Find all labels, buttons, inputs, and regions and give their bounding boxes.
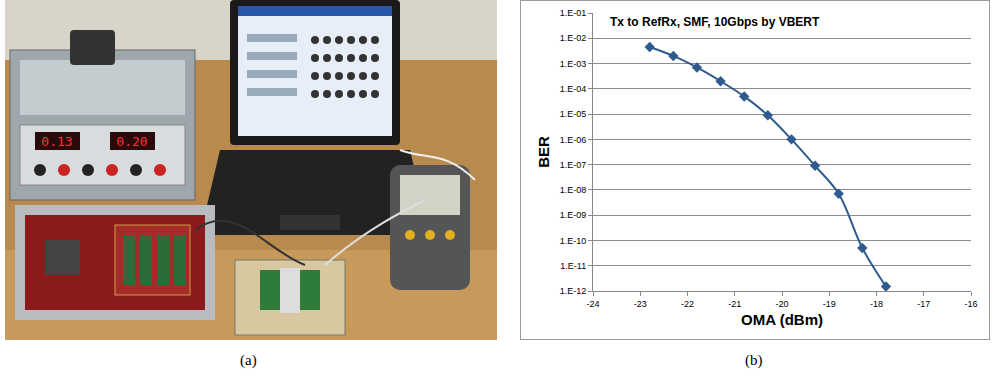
svg-text:1.E-07: 1.E-07	[560, 160, 587, 170]
svg-text:-22: -22	[681, 299, 694, 309]
svg-text:1.E-09: 1.E-09	[560, 210, 587, 220]
html-text:(b): (b)	[745, 352, 763, 368]
html-text:(a): (a)	[240, 352, 257, 368]
svg-text:-16: -16	[964, 299, 977, 309]
svg-text:1.E-01: 1.E-01	[560, 8, 587, 18]
svg-text:-21: -21	[728, 299, 741, 309]
svg-text:1.E-05: 1.E-05	[560, 109, 587, 119]
svg-text:-17: -17	[917, 299, 930, 309]
svg-text:OMA (dBm): OMA (dBm)	[741, 311, 823, 328]
svg-text:-24: -24	[586, 299, 599, 309]
svg-text:1.E-02: 1.E-02	[560, 33, 587, 43]
svg-text:0.20: 0.20	[116, 134, 147, 149]
svg-text:BER: BER	[535, 136, 552, 168]
svg-text:1.E-06: 1.E-06	[560, 135, 587, 145]
svg-text:0.13: 0.13	[41, 134, 72, 149]
svg-text:-23: -23	[634, 299, 647, 309]
svg-text:-18: -18	[870, 299, 883, 309]
svg-text:1.E-11: 1.E-11	[560, 261, 586, 271]
svg-text:Tx to RefRx, SMF, 10Gbps by VB: Tx to RefRx, SMF, 10Gbps by VBERT	[610, 15, 820, 29]
svg-text:-19: -19	[823, 299, 836, 309]
svg-text:1.E-03: 1.E-03	[560, 59, 587, 69]
svg-text:1.E-08: 1.E-08	[560, 185, 587, 195]
svg-text:1.E-12: 1.E-12	[560, 286, 587, 296]
svg-text:-20: -20	[775, 299, 788, 309]
svg-text:1.E-10: 1.E-10	[560, 236, 587, 246]
svg-text:1.E-04: 1.E-04	[560, 84, 587, 94]
